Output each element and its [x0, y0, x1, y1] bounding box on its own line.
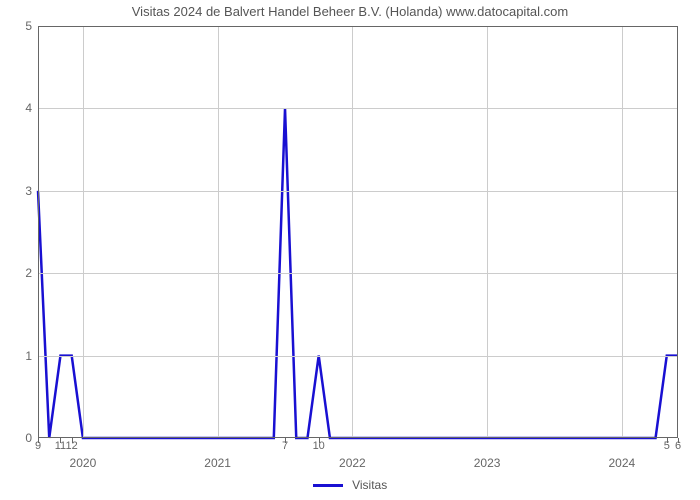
x-month-label: 9	[35, 438, 41, 452]
gridline-horizontal	[38, 356, 678, 357]
x-year-label: 2023	[474, 438, 501, 470]
legend-swatch	[313, 484, 343, 487]
chart-container: Visitas 2024 de Balvert Handel Beheer B.…	[0, 0, 700, 500]
gridline-horizontal	[38, 191, 678, 192]
x-month-label: 11	[55, 438, 66, 452]
axis-border	[38, 26, 678, 27]
axis-border	[677, 26, 678, 438]
gridline-vertical	[622, 26, 623, 438]
x-year-label: 2021	[204, 438, 231, 470]
line-series	[38, 26, 678, 438]
x-month-label: 7	[282, 438, 288, 452]
gridline-horizontal	[38, 108, 678, 109]
y-tick-label: 4	[25, 101, 38, 115]
x-month-label: 12	[66, 438, 78, 452]
gridline-vertical	[487, 26, 488, 438]
legend: Visitas	[0, 478, 700, 492]
plot-area: 012345202020212022202320249111271056	[38, 26, 678, 438]
y-tick-label: 1	[25, 349, 38, 363]
chart-title: Visitas 2024 de Balvert Handel Beheer B.…	[0, 4, 700, 19]
gridline-vertical	[218, 26, 219, 438]
y-tick-label: 2	[25, 266, 38, 280]
axis-border	[38, 26, 39, 438]
axis-border	[38, 437, 678, 438]
gridline-horizontal	[38, 273, 678, 274]
legend-label: Visitas	[352, 478, 387, 492]
x-month-label: 10	[313, 438, 325, 452]
x-year-label: 2022	[339, 438, 366, 470]
y-tick-label: 3	[25, 184, 38, 198]
x-year-label: 2024	[609, 438, 636, 470]
y-tick-label: 5	[25, 19, 38, 33]
gridline-vertical	[83, 26, 84, 438]
x-month-label: 6	[675, 438, 681, 452]
gridline-vertical	[352, 26, 353, 438]
x-month-label: 5	[664, 438, 670, 452]
